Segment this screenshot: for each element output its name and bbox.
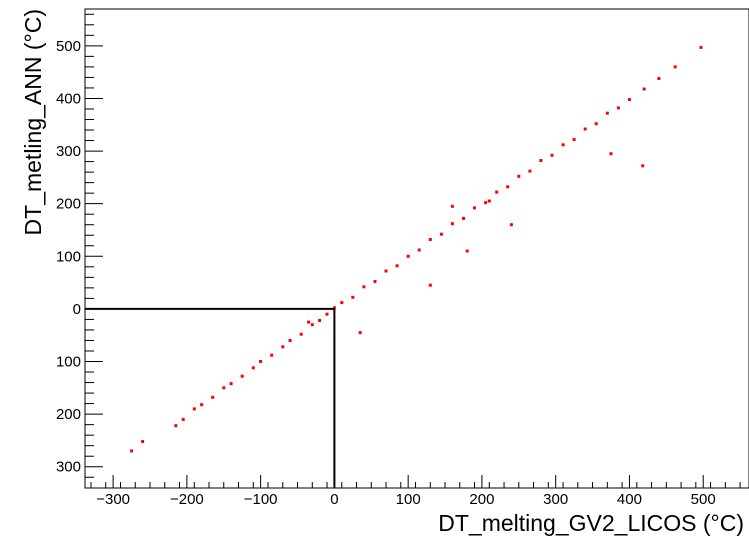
data-point — [550, 153, 554, 157]
data-point — [259, 360, 263, 363]
data-point — [439, 232, 443, 236]
data-point — [561, 143, 565, 147]
y-axis: 500 400 300 200 100 0 100 200 300 — [56, 13, 103, 478]
x-tick-label: −300 — [96, 491, 130, 508]
y-tick-label: 300 — [56, 143, 81, 160]
data-point — [181, 417, 185, 421]
x-tick-label: 400 — [617, 491, 642, 508]
data-point — [395, 264, 399, 268]
data-point — [310, 323, 314, 327]
data-point — [325, 312, 329, 316]
y-tick-label: 400 — [56, 90, 81, 107]
data-point — [200, 403, 204, 407]
data-point — [495, 190, 499, 194]
y-tick-label: 200 — [56, 406, 81, 423]
data-point — [609, 152, 613, 156]
data-point — [465, 249, 469, 253]
y-tick-label: 300 — [56, 459, 81, 476]
data-point — [358, 331, 362, 335]
data-point — [384, 269, 388, 273]
y-tick-label: 200 — [56, 196, 81, 213]
data-point — [270, 353, 274, 357]
x-tick-label: 0 — [330, 491, 338, 508]
data-point — [340, 301, 344, 305]
data-point — [299, 332, 303, 336]
data-point — [362, 285, 366, 289]
data-points — [130, 45, 703, 453]
y-tick-label: 500 — [56, 38, 81, 55]
y-tick-label: 100 — [56, 354, 81, 371]
y-axis-title: DT_metling_ANN (°C) — [20, 9, 46, 235]
data-point — [509, 223, 513, 227]
data-point — [406, 254, 410, 258]
data-point — [351, 295, 355, 299]
data-point — [281, 345, 285, 349]
data-point — [473, 206, 476, 210]
data-point — [229, 382, 233, 386]
x-tick-label: 200 — [469, 491, 494, 508]
data-point — [318, 319, 322, 322]
data-point — [307, 320, 311, 324]
y-tick-label: 100 — [56, 248, 81, 265]
data-point — [641, 164, 645, 168]
data-point — [657, 77, 661, 80]
data-point — [211, 395, 215, 399]
data-point — [517, 174, 521, 178]
data-point — [450, 222, 454, 226]
data-point — [487, 199, 491, 203]
data-point — [506, 185, 510, 189]
data-point — [450, 204, 454, 208]
data-point — [594, 122, 598, 126]
x-tick-label: 500 — [691, 491, 716, 508]
x-tick-label: 100 — [396, 491, 421, 508]
data-point — [240, 374, 244, 378]
data-point — [462, 216, 465, 220]
x-axis: −300 −200 −100 0 100 200 300 400 500 — [90, 475, 741, 508]
plot-frame — [84, 8, 749, 489]
data-point — [141, 440, 145, 443]
data-point — [616, 106, 620, 110]
data-point — [428, 283, 432, 287]
data-point — [373, 280, 377, 283]
data-point — [583, 127, 587, 131]
y-tick-label: 0 — [73, 301, 81, 318]
data-point — [428, 238, 432, 241]
x-tick-label: −200 — [170, 491, 204, 508]
data-point — [484, 201, 488, 205]
data-point — [572, 138, 576, 141]
data-point — [222, 386, 226, 390]
data-point — [251, 366, 255, 370]
data-point — [699, 45, 703, 49]
zero-guide-lines — [85, 307, 336, 488]
x-axis-title: DT_melting_GV2_LICOS (°C) — [438, 510, 744, 536]
data-point — [605, 111, 609, 115]
data-point — [539, 159, 543, 162]
data-point — [627, 98, 631, 101]
data-point — [332, 306, 336, 310]
data-point — [417, 248, 421, 252]
data-point — [642, 87, 646, 91]
data-point — [174, 424, 178, 428]
data-point — [673, 65, 677, 69]
data-point — [288, 339, 292, 342]
data-point — [528, 169, 532, 173]
data-point — [130, 449, 134, 453]
x-tick-label: −100 — [244, 491, 278, 508]
x-tick-label: 300 — [543, 491, 568, 508]
data-point — [192, 407, 196, 411]
